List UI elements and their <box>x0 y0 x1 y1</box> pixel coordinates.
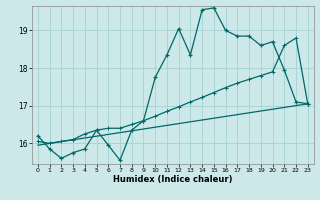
X-axis label: Humidex (Indice chaleur): Humidex (Indice chaleur) <box>113 175 233 184</box>
